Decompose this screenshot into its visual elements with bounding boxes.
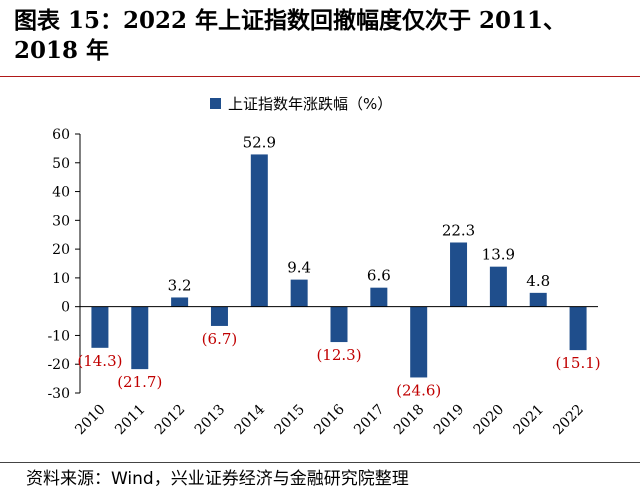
y-tick-label: 50 — [52, 156, 70, 172]
legend-swatch — [210, 98, 221, 109]
y-tick-label: 60 — [52, 127, 70, 143]
bar-2012 — [171, 297, 189, 307]
source-divider — [0, 462, 640, 463]
data-label-2010: (14.3) — [77, 352, 122, 370]
x-tick-label: 2010 — [72, 402, 109, 439]
x-tick-label: 2021 — [511, 402, 548, 439]
bar-2014 — [250, 154, 268, 307]
y-tick-label: -20 — [47, 357, 70, 373]
y-tick-label: 10 — [52, 271, 70, 287]
bar-2010 — [91, 306, 109, 348]
y-tick-label: 20 — [52, 242, 70, 258]
y-tick-label: 0 — [61, 300, 70, 316]
bars — [91, 154, 587, 378]
data-label-2012: 3.2 — [168, 276, 192, 294]
data-label-2011: (21.7) — [117, 373, 162, 391]
bar-2015 — [290, 279, 308, 307]
figure-title: 图表 15：2022 年上证指数回撤幅度仅次于 2011、2018 年 — [14, 7, 567, 64]
data-labels: (14.3) (21.7) 3.2 (6.7) 52.9 9.4 (12.3) 6.6 (24.… — [77, 133, 600, 399]
data-label-2017: 6.6 — [367, 267, 391, 285]
y-tick-label: -30 — [47, 386, 70, 402]
x-tick-label: 2018 — [391, 402, 428, 439]
bar-2020 — [489, 266, 507, 307]
x-tick-label: 2019 — [431, 402, 468, 439]
legend-label: 上证指数年涨跌幅（%） — [228, 95, 392, 113]
x-tick-label: 2020 — [471, 402, 508, 439]
x-tick-label: 2014 — [232, 401, 269, 438]
x-tick-label: 2012 — [152, 402, 189, 439]
data-label-2015: 9.4 — [287, 259, 311, 277]
x-tick-label: 2016 — [311, 401, 348, 438]
bar-2011 — [131, 306, 149, 370]
bar-2013 — [210, 306, 228, 326]
data-label-2019: 22.3 — [442, 221, 475, 239]
data-label-2018: (24.6) — [396, 381, 441, 399]
x-tick-label: 2011 — [112, 402, 149, 439]
source-note: 资料来源：Wind，兴业证券经济与金融研究院整理 — [26, 469, 409, 489]
x-tick-label: 2017 — [351, 402, 388, 439]
x-tick-label: 2013 — [192, 402, 229, 439]
data-label-2021: 4.8 — [526, 272, 550, 290]
y-tick-label: 40 — [52, 185, 70, 201]
y-tick-label: -10 — [47, 328, 70, 344]
y-tick-label: 30 — [52, 213, 70, 229]
bar-2019 — [450, 242, 468, 307]
x-tick-label: 2022 — [550, 402, 587, 439]
y-axis: 60 50 40 30 20 10 0 -10 -20 -30 — [47, 127, 81, 402]
data-label-2020: 13.9 — [482, 246, 515, 264]
bar-2018 — [410, 306, 428, 378]
bar-2017 — [370, 287, 388, 307]
data-label-2016: (12.3) — [316, 346, 361, 364]
data-label-2022: (15.1) — [556, 354, 601, 372]
bar-2022 — [569, 306, 587, 351]
data-label-2014: 52.9 — [243, 133, 276, 151]
chart-legend: 上证指数年涨跌幅（%） — [210, 95, 392, 113]
data-label-2013: (6.7) — [202, 330, 238, 348]
title-divider — [0, 76, 640, 77]
bar-2016 — [330, 306, 348, 343]
x-tick-label: 2015 — [271, 402, 308, 439]
bar-2021 — [529, 292, 547, 307]
